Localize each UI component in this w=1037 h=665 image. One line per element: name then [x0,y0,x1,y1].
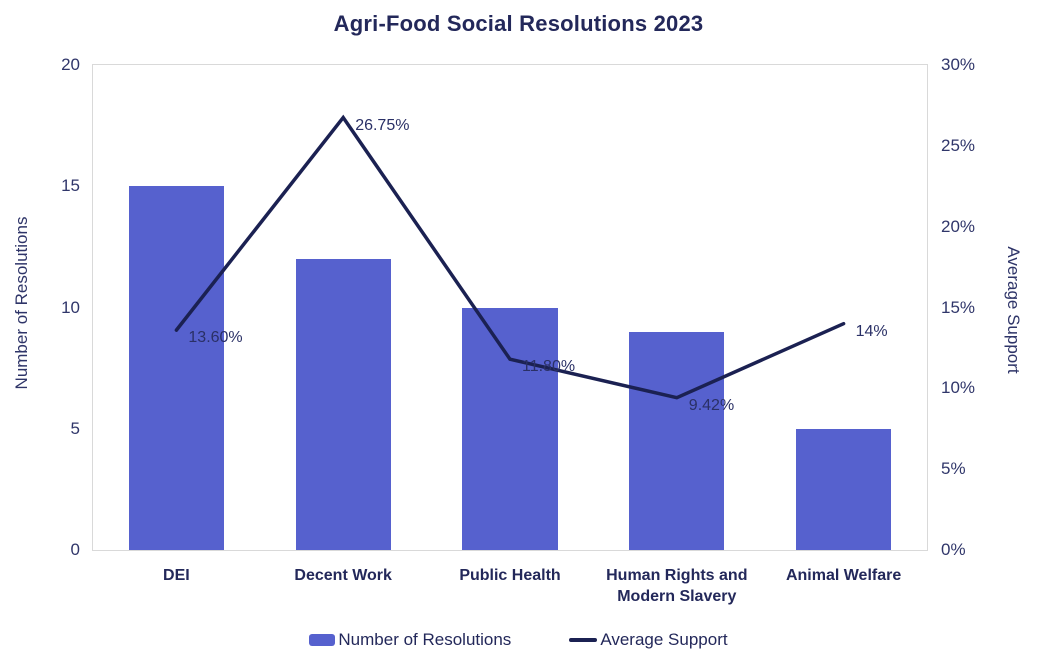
data-label-3: 9.42% [688,396,735,414]
bar-3 [629,331,725,550]
bar-1 [295,259,391,550]
left-axis-tick: 10 [61,297,80,317]
legend-item-bar: Number of Resolutions [309,630,511,650]
left-axis-tick: 20 [61,55,80,74]
category-label-1: Decent Work [294,567,392,584]
data-label-1: 26.75% [355,116,410,134]
category-label-3: Human Rights and Modern Slavery [606,567,748,605]
data-label-2: 11.80% [522,358,576,376]
bar-4 [796,428,892,550]
category-label-2: Public Health [459,567,561,584]
left-axis-tick: 5 [70,418,80,438]
right-axis-tick: 10% [941,378,976,398]
legend-bar-swatch-icon [309,634,336,646]
right-axis-tick: 0% [941,540,966,559]
data-label-0: 13.60% [188,329,243,347]
chart-title: Agri-Food Social Resolutions 2023 [333,11,704,36]
left-axis-title: Number of Resolutions [12,216,31,390]
left-axis-tick: 15 [61,176,80,196]
right-axis-tick: 15% [941,297,976,317]
right-axis-tick: 25% [941,135,976,155]
right-axis-tick: 20% [941,216,976,236]
category-label-0: DEI [163,567,190,584]
legend-line-swatch-icon [569,638,598,642]
legend-label: Average Support [600,630,728,649]
right-axis-tick: 5% [941,459,966,479]
left-axis-tick: 0 [70,540,80,559]
right-axis-tick: 30% [941,55,976,74]
legend-label: Number of Resolutions [338,630,512,649]
bar-2 [462,307,558,550]
legend: Number of Resolutions Average Support [0,630,1037,650]
data-label-4: 14% [855,322,888,340]
right-axis-title: Average Support [1004,246,1023,374]
bar-0 [128,186,224,550]
category-label-4: Animal Welfare [785,567,902,584]
legend-item-line: Average Support [569,630,728,650]
